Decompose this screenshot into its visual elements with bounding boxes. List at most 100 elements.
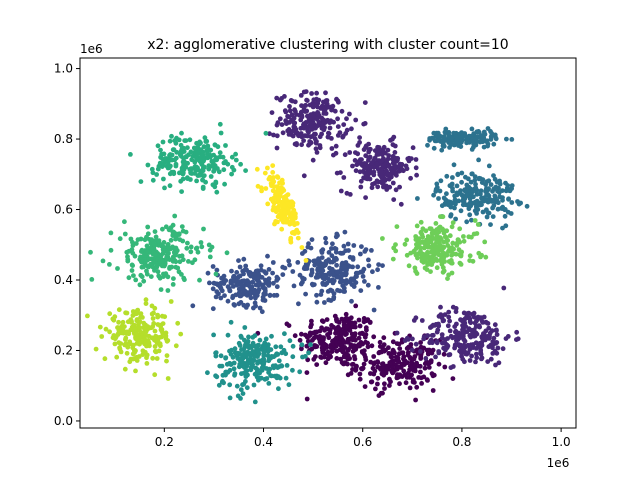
data-point xyxy=(165,160,171,165)
data-point xyxy=(304,108,310,114)
data-point xyxy=(216,169,222,175)
data-point xyxy=(107,262,112,267)
data-point xyxy=(293,109,298,114)
data-point xyxy=(149,303,155,309)
data-point xyxy=(443,138,448,143)
data-point xyxy=(224,250,230,256)
data-point xyxy=(300,275,305,281)
data-point xyxy=(322,341,327,347)
data-point xyxy=(269,110,275,115)
data-point xyxy=(425,250,431,256)
data-point xyxy=(452,131,458,137)
data-point xyxy=(500,346,506,352)
data-point xyxy=(436,361,442,367)
data-point xyxy=(386,345,391,351)
data-point xyxy=(271,280,276,286)
data-point xyxy=(155,166,161,172)
cluster-2 xyxy=(190,229,385,315)
data-point xyxy=(314,96,319,102)
data-point xyxy=(313,354,318,359)
data-point xyxy=(469,171,475,177)
data-point xyxy=(139,249,144,254)
data-point xyxy=(295,235,301,241)
data-point xyxy=(250,349,256,354)
data-point xyxy=(471,231,477,237)
data-point xyxy=(297,369,303,375)
data-point xyxy=(350,335,355,341)
data-point xyxy=(321,127,327,133)
data-point xyxy=(211,152,217,158)
data-point xyxy=(217,150,223,156)
data-point xyxy=(303,354,308,359)
data-point xyxy=(441,345,446,351)
data-point xyxy=(419,258,425,264)
data-point xyxy=(300,251,305,256)
data-point xyxy=(252,399,258,405)
data-point xyxy=(307,332,313,338)
data-point xyxy=(193,246,199,252)
data-point xyxy=(237,264,243,270)
data-point xyxy=(261,348,267,354)
data-point xyxy=(408,175,413,181)
data-point xyxy=(298,93,304,98)
data-point xyxy=(249,365,254,370)
data-point xyxy=(381,342,387,348)
data-point xyxy=(213,294,219,300)
data-point xyxy=(274,191,280,196)
data-point xyxy=(150,355,156,361)
data-point xyxy=(323,261,329,267)
data-point xyxy=(327,259,333,265)
data-point xyxy=(326,270,332,276)
data-point xyxy=(340,361,346,367)
data-point xyxy=(290,116,296,122)
data-point xyxy=(93,346,99,352)
data-point xyxy=(335,116,340,122)
data-point xyxy=(438,214,443,220)
data-point xyxy=(379,166,385,171)
data-point xyxy=(345,339,350,345)
data-point xyxy=(347,328,353,333)
data-point xyxy=(157,335,163,340)
data-point xyxy=(207,254,213,260)
data-point xyxy=(298,125,304,131)
data-point xyxy=(312,258,318,264)
data-point xyxy=(371,334,377,340)
data-point xyxy=(476,157,481,163)
data-point xyxy=(277,212,283,217)
data-point xyxy=(141,278,147,284)
data-point xyxy=(130,313,136,318)
data-point xyxy=(432,230,438,236)
data-point xyxy=(449,245,455,251)
data-point xyxy=(319,255,325,260)
data-point xyxy=(168,299,174,304)
data-point xyxy=(473,185,479,191)
data-point xyxy=(133,336,139,341)
data-point xyxy=(381,347,387,353)
data-point xyxy=(457,348,462,354)
data-point xyxy=(465,176,471,182)
data-point xyxy=(478,351,484,357)
data-point xyxy=(394,330,400,336)
data-point xyxy=(419,318,425,323)
data-point xyxy=(330,103,336,109)
data-point xyxy=(391,197,397,203)
data-point xyxy=(224,361,230,367)
data-point xyxy=(434,329,440,335)
data-point xyxy=(287,338,293,344)
data-point xyxy=(294,227,300,233)
data-point xyxy=(150,316,156,321)
data-point xyxy=(243,263,249,269)
data-point xyxy=(448,212,454,218)
data-point xyxy=(321,272,327,278)
data-point xyxy=(367,176,373,182)
data-point xyxy=(463,133,468,139)
data-point xyxy=(394,224,400,230)
data-point xyxy=(241,256,247,262)
data-point xyxy=(349,298,354,304)
data-point xyxy=(241,362,246,368)
data-point xyxy=(411,356,417,362)
data-point xyxy=(164,163,170,169)
data-point xyxy=(306,350,311,356)
data-point xyxy=(238,300,244,305)
data-point xyxy=(179,224,185,230)
